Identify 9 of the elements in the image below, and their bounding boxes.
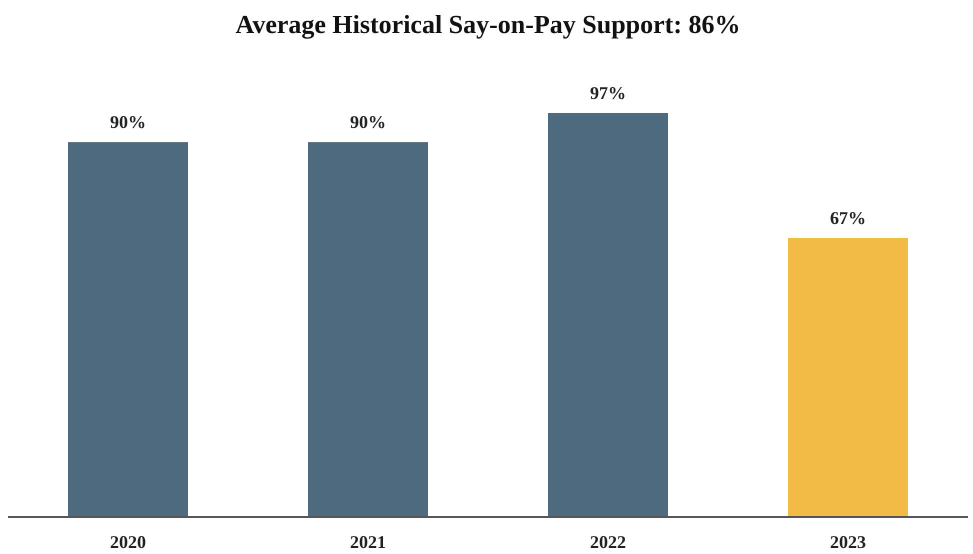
x-tick-label: 2020 (110, 532, 146, 552)
chart-title: Average Historical Say-on-Pay Support: 86% (234, 9, 742, 41)
data-label: 97% (590, 83, 626, 103)
x-tick-label: 2022 (590, 532, 626, 552)
data-label: 90% (110, 112, 146, 132)
data-label: 90% (350, 112, 386, 132)
x-tick-label: 2021 (350, 532, 386, 552)
x-tick-label: 2023 (830, 532, 866, 552)
data-label: 67% (830, 208, 866, 228)
